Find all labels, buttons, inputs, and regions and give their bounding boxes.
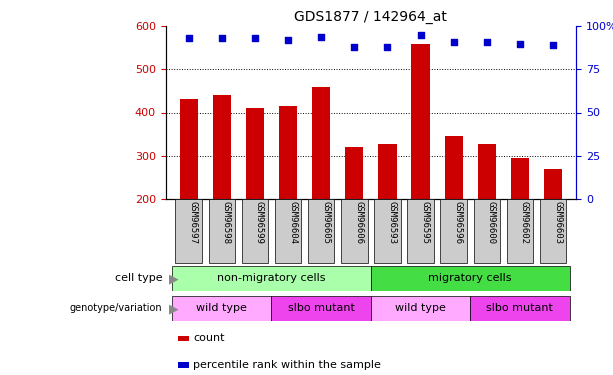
Text: percentile rank within the sample: percentile rank within the sample bbox=[193, 360, 381, 370]
FancyBboxPatch shape bbox=[208, 199, 235, 262]
Point bbox=[548, 42, 558, 48]
Point bbox=[349, 44, 359, 50]
Text: GSM96595: GSM96595 bbox=[421, 201, 430, 244]
Bar bbox=[172, 266, 371, 291]
Bar bbox=[312, 87, 330, 285]
Text: GSM96603: GSM96603 bbox=[553, 201, 562, 244]
Bar bbox=[246, 108, 264, 285]
Text: slbo mutant: slbo mutant bbox=[287, 303, 354, 313]
Bar bbox=[272, 296, 371, 321]
FancyBboxPatch shape bbox=[308, 199, 335, 262]
Text: wild type: wild type bbox=[395, 303, 446, 313]
Text: GSM96597: GSM96597 bbox=[189, 201, 198, 244]
Text: cell type: cell type bbox=[115, 273, 162, 284]
Text: migratory cells: migratory cells bbox=[428, 273, 512, 284]
Text: count: count bbox=[193, 333, 224, 344]
Point bbox=[184, 35, 194, 41]
Point bbox=[482, 39, 492, 45]
Point bbox=[250, 35, 260, 41]
FancyBboxPatch shape bbox=[374, 199, 401, 262]
Bar bbox=[470, 296, 569, 321]
Text: GSM96593: GSM96593 bbox=[387, 201, 397, 244]
Point bbox=[383, 44, 392, 50]
FancyBboxPatch shape bbox=[275, 199, 302, 262]
Bar bbox=[511, 158, 529, 285]
FancyBboxPatch shape bbox=[175, 199, 202, 262]
Text: non-migratory cells: non-migratory cells bbox=[217, 273, 326, 284]
Point bbox=[416, 32, 425, 38]
Bar bbox=[378, 144, 397, 285]
Text: GSM96606: GSM96606 bbox=[354, 201, 364, 244]
FancyBboxPatch shape bbox=[341, 199, 368, 262]
Point bbox=[283, 37, 293, 43]
Text: GSM96604: GSM96604 bbox=[288, 201, 297, 244]
Bar bbox=[180, 99, 198, 285]
Bar bbox=[444, 136, 463, 285]
Text: GSM96605: GSM96605 bbox=[321, 201, 330, 244]
Bar bbox=[279, 106, 297, 285]
Title: GDS1877 / 142964_at: GDS1877 / 142964_at bbox=[294, 10, 447, 24]
Text: GSM96600: GSM96600 bbox=[487, 201, 496, 244]
Bar bbox=[371, 296, 470, 321]
Bar bbox=[478, 144, 496, 285]
Text: genotype/variation: genotype/variation bbox=[70, 303, 162, 313]
FancyBboxPatch shape bbox=[440, 199, 467, 262]
Bar bbox=[371, 266, 569, 291]
Bar bbox=[411, 44, 430, 285]
Text: ▶: ▶ bbox=[169, 302, 178, 315]
Bar bbox=[544, 169, 562, 285]
Point bbox=[449, 39, 459, 45]
FancyBboxPatch shape bbox=[242, 199, 268, 262]
Bar bbox=[172, 296, 272, 321]
Text: ▶: ▶ bbox=[169, 272, 178, 285]
Text: wild type: wild type bbox=[196, 303, 247, 313]
Point bbox=[316, 34, 326, 40]
Text: GSM96599: GSM96599 bbox=[255, 201, 264, 244]
Point bbox=[515, 40, 525, 46]
FancyBboxPatch shape bbox=[540, 199, 566, 262]
Text: GSM96596: GSM96596 bbox=[454, 201, 463, 244]
Text: slbo mutant: slbo mutant bbox=[487, 303, 554, 313]
Bar bbox=[345, 147, 364, 285]
Text: GSM96598: GSM96598 bbox=[222, 201, 231, 244]
Text: GSM96602: GSM96602 bbox=[520, 201, 529, 244]
Bar bbox=[213, 95, 231, 285]
Point bbox=[217, 35, 227, 41]
FancyBboxPatch shape bbox=[407, 199, 434, 262]
FancyBboxPatch shape bbox=[474, 199, 500, 262]
FancyBboxPatch shape bbox=[507, 199, 533, 262]
